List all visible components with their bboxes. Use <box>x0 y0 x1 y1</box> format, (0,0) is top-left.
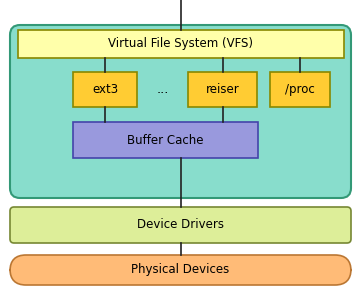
Text: /proc: /proc <box>285 83 315 96</box>
Text: reiser: reiser <box>206 83 239 96</box>
FancyBboxPatch shape <box>10 255 351 285</box>
FancyBboxPatch shape <box>18 30 344 58</box>
FancyBboxPatch shape <box>10 25 351 198</box>
Text: ext3: ext3 <box>92 83 118 96</box>
FancyBboxPatch shape <box>73 122 258 158</box>
FancyBboxPatch shape <box>270 72 330 107</box>
Text: Buffer Cache: Buffer Cache <box>127 134 204 147</box>
FancyBboxPatch shape <box>73 72 137 107</box>
FancyBboxPatch shape <box>10 207 351 243</box>
Text: Device Drivers: Device Drivers <box>137 219 224 232</box>
Text: Physical Devices: Physical Devices <box>131 263 230 276</box>
Text: Virtual File System (VFS): Virtual File System (VFS) <box>109 37 253 50</box>
FancyBboxPatch shape <box>188 72 257 107</box>
Text: ...: ... <box>156 83 169 96</box>
